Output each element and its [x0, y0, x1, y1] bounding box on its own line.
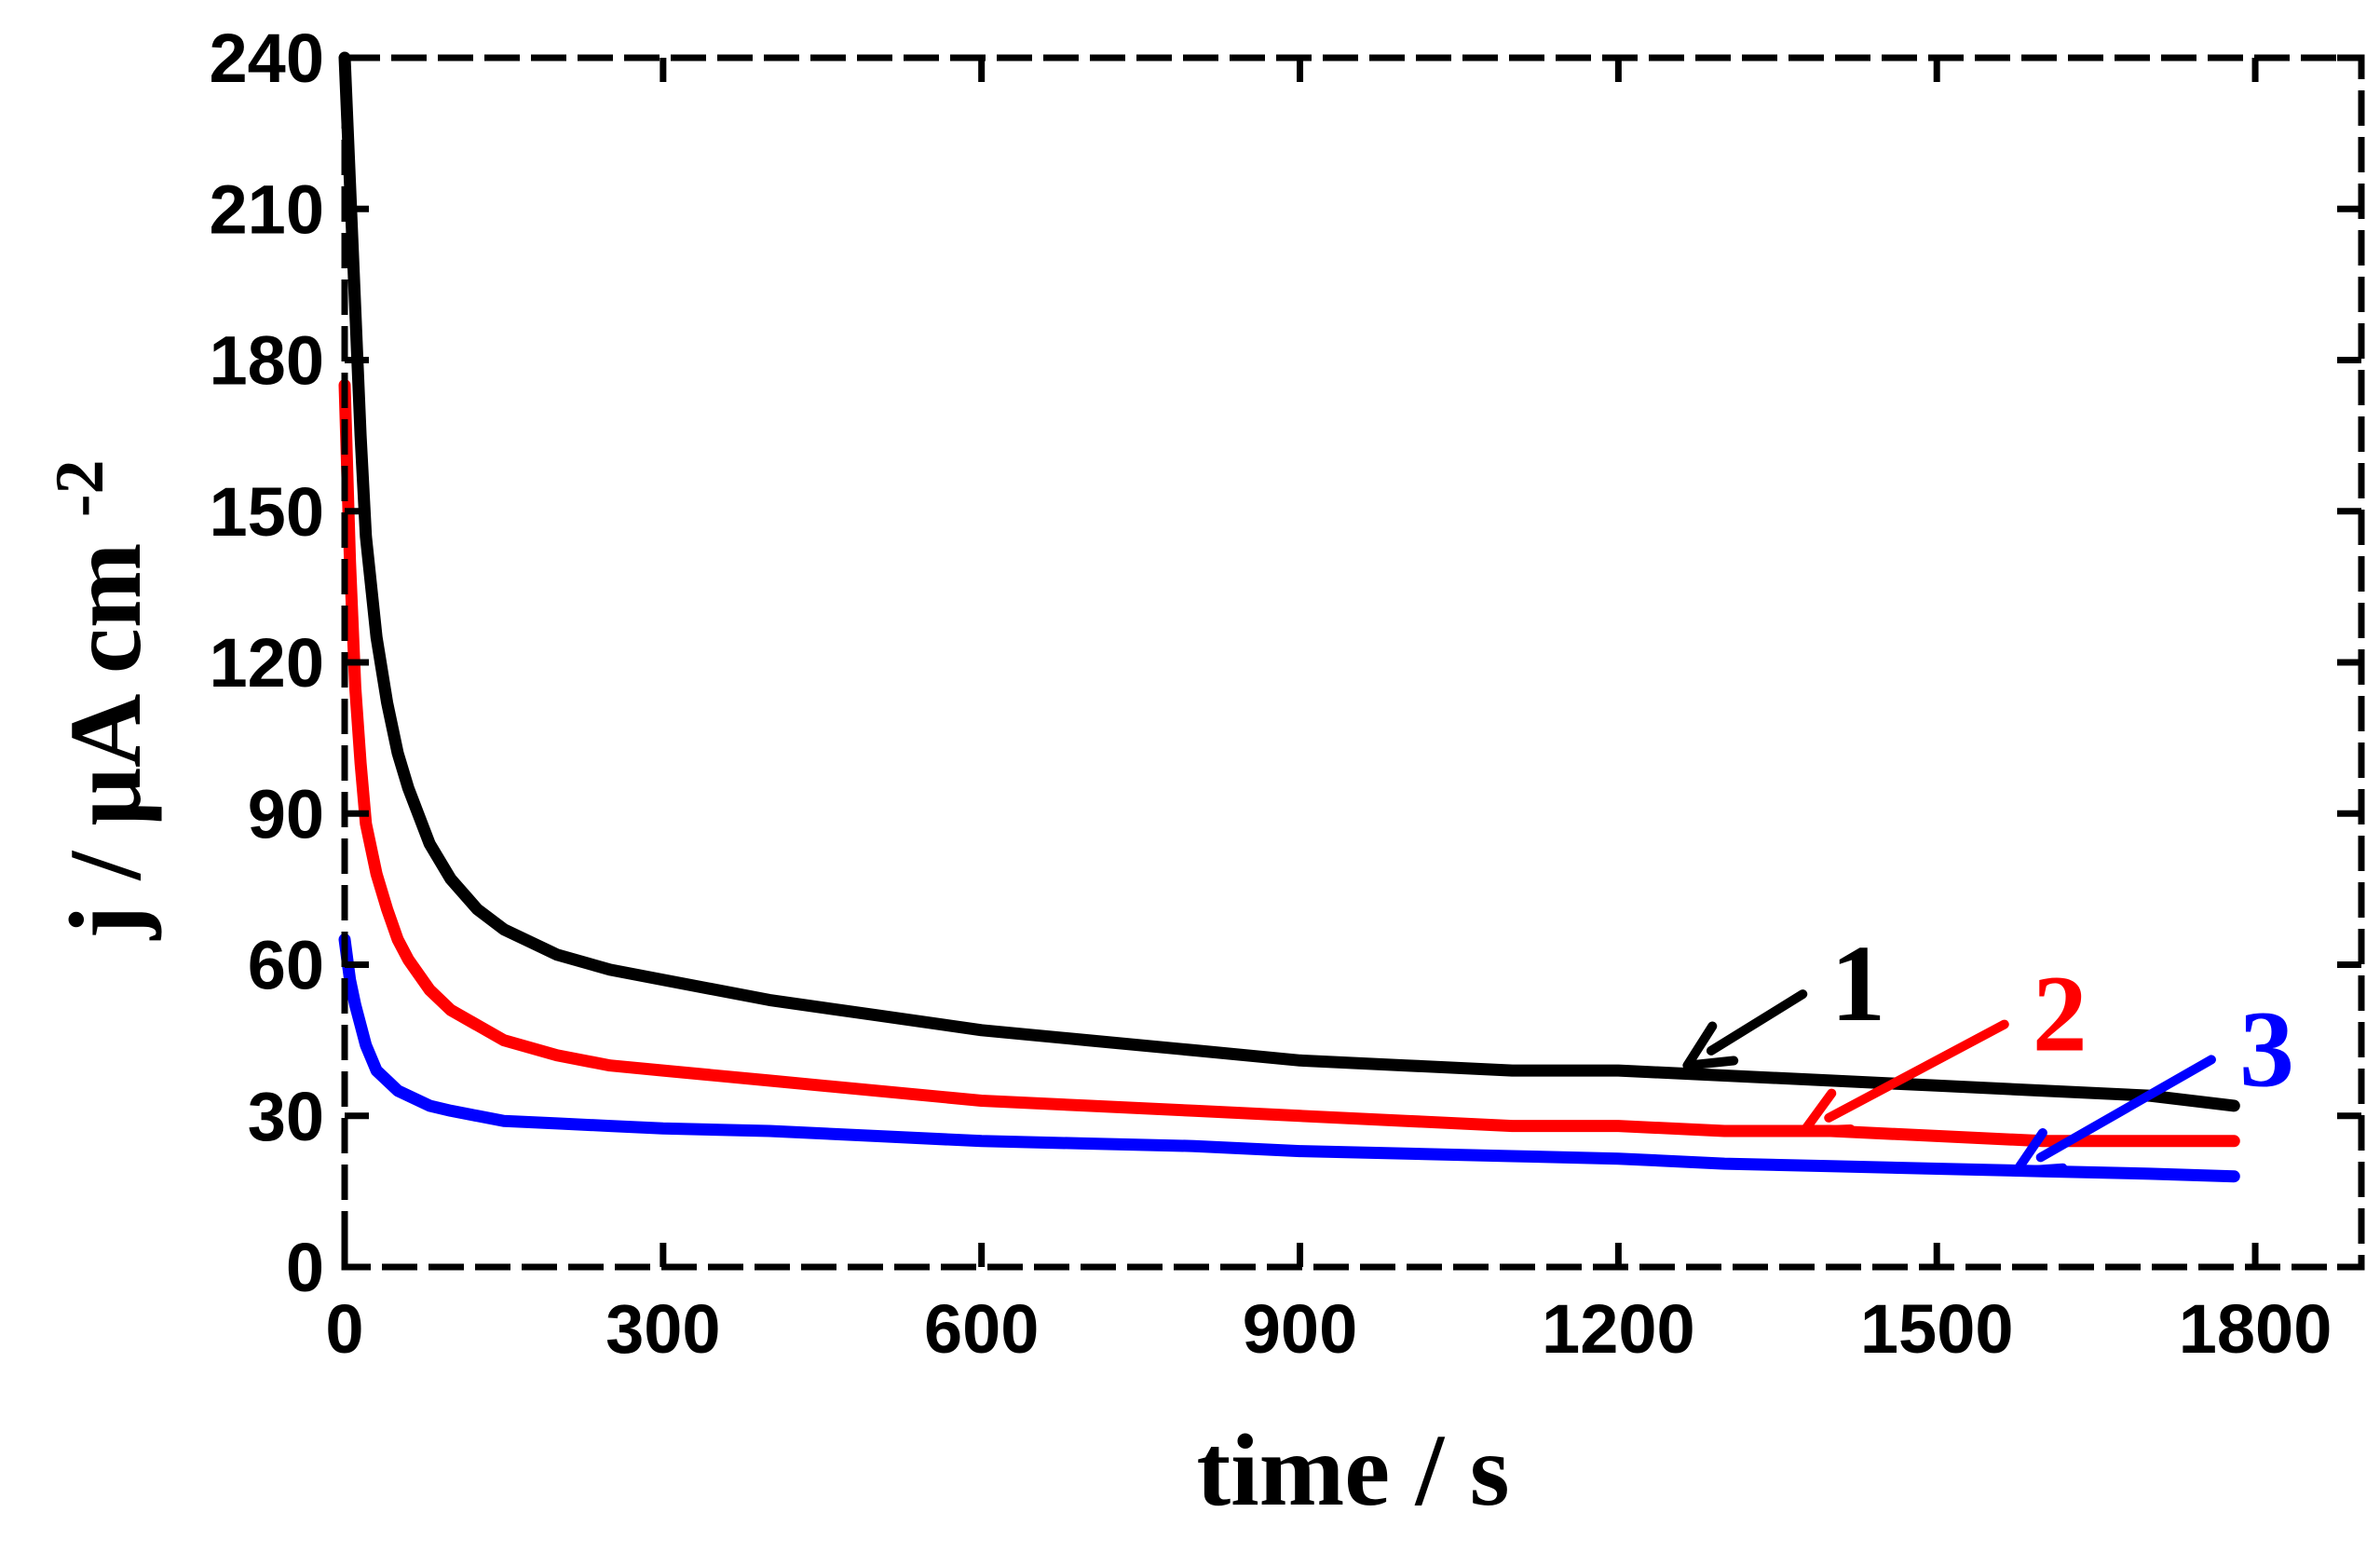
curves-layer — [338, 51, 2240, 1183]
x-tick-label-0: 0 — [325, 1290, 363, 1368]
series-line-1 — [338, 51, 2240, 1112]
annotation-arrowhead-2 — [1799, 1088, 1856, 1136]
series-line-3 — [338, 933, 2240, 1183]
y-tick-label-0: 0 — [286, 1229, 324, 1306]
curve-annotations: 1 2 3 — [1682, 922, 2294, 1177]
y-tick-labels: 0 30 60 90 120 150 180 210 240 — [210, 20, 324, 1306]
x-tick-labels: 0 300 600 900 1200 1500 1800 — [325, 1290, 2332, 1368]
x-tick-label-2: 600 — [924, 1290, 1039, 1368]
y-axis-title: j / μA cm -2 — [42, 459, 162, 940]
annotation-label-1: 1 — [1830, 922, 1885, 1044]
y-tick-label-7: 210 — [210, 170, 324, 248]
annotation-arrow-1 — [1706, 989, 1808, 1056]
axis-ticks — [341, 54, 2361, 1271]
y-tick-label-2: 60 — [248, 927, 324, 1004]
x-axis-title: time / s — [1196, 1413, 1509, 1527]
annotation-label-2: 2 — [2033, 953, 2088, 1075]
x-tick-label-6: 1800 — [2179, 1290, 2332, 1368]
annotation-arrow-3 — [2035, 1055, 2216, 1163]
y-tick-label-3: 90 — [248, 775, 324, 852]
x-tick-label-5: 1500 — [1860, 1290, 2014, 1368]
annotation-label-3: 3 — [2239, 988, 2294, 1110]
x-tick-label-3: 900 — [1243, 1290, 1357, 1368]
y-tick-label-8: 240 — [210, 20, 324, 97]
y-tick-label-4: 120 — [210, 624, 324, 702]
annotation-arrow-2 — [1824, 1019, 2009, 1123]
x-tick-label-4: 1200 — [1542, 1290, 1695, 1368]
annotation-arrowhead-1 — [1682, 1021, 1739, 1070]
y-axis-title-base: j / μA cm — [48, 543, 162, 941]
annotation-arrowhead-3 — [2011, 1128, 2068, 1177]
y-tick-label-5: 150 — [210, 473, 324, 551]
y-tick-label-6: 180 — [210, 322, 324, 400]
x-tick-label-1: 300 — [605, 1290, 720, 1368]
series-line-2 — [338, 379, 2240, 1148]
y-axis-title-superscript: -2 — [42, 459, 118, 517]
y-tick-label-1: 30 — [248, 1078, 324, 1155]
